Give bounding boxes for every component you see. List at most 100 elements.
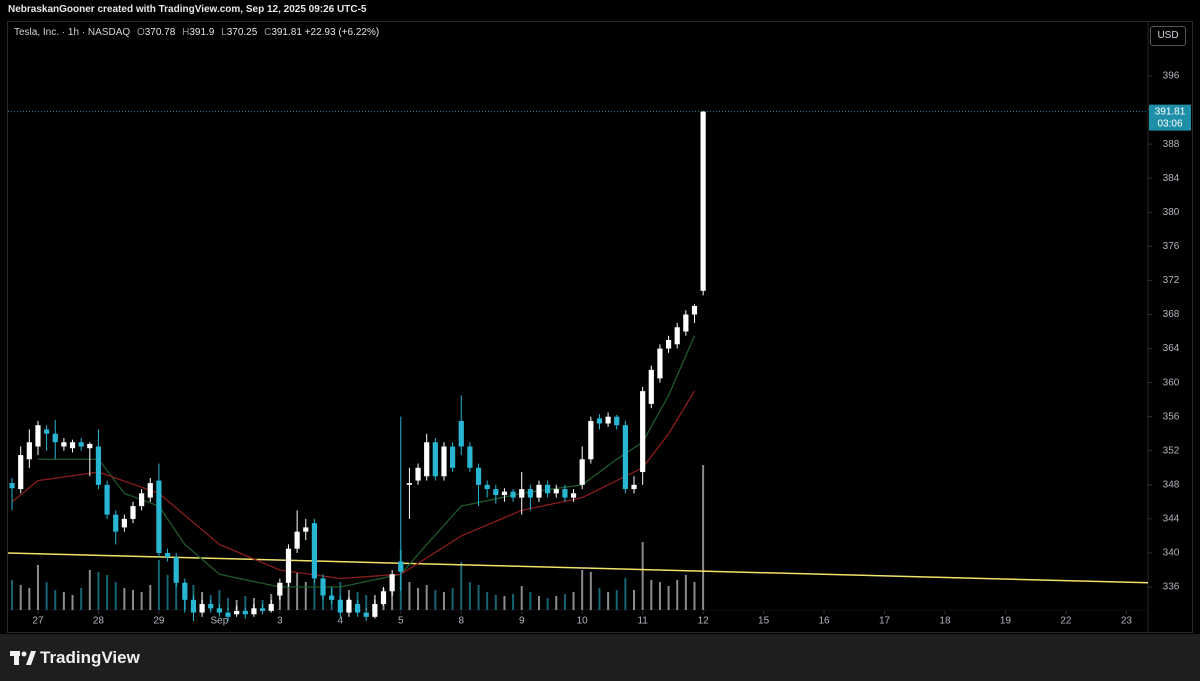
candle-body: [691, 305, 698, 315]
volume-bar: [365, 595, 368, 610]
candle-body: [182, 582, 188, 600]
volume-bar: [62, 592, 65, 610]
volume-bar: [131, 590, 134, 610]
volume-bar: [451, 588, 454, 610]
y-tick-label: 372: [1163, 275, 1180, 286]
volume-bar: [702, 465, 705, 610]
candle-body: [216, 608, 222, 613]
volume-bar: [149, 585, 152, 610]
candle-body: [18, 455, 24, 490]
y-tick-label: 376: [1163, 241, 1180, 252]
volume-bar: [88, 570, 91, 610]
candle-body: [35, 425, 41, 447]
volume-bar: [460, 562, 463, 610]
candle-body: [320, 578, 326, 596]
volume-bar: [80, 588, 83, 610]
volume-bar: [304, 582, 307, 610]
x-tick-label: 28: [93, 616, 105, 627]
volume-bar: [11, 580, 14, 610]
volume-bar: [589, 572, 592, 610]
candle-body: [657, 348, 663, 379]
currency-button[interactable]: USD: [1150, 26, 1186, 46]
candle-body: [294, 531, 300, 549]
volume-bar: [252, 598, 255, 610]
volume-bar: [520, 586, 523, 610]
y-tick-label: 356: [1163, 411, 1180, 422]
candle-body: [311, 523, 318, 579]
candle-body: [450, 446, 456, 468]
volume-bar: [123, 588, 126, 610]
x-tick-label: 19: [1000, 616, 1012, 627]
volume-bar: [175, 580, 178, 610]
candle-body: [259, 608, 266, 611]
candle-body: [458, 420, 464, 447]
candle-body: [147, 483, 153, 498]
volume-bar: [503, 596, 506, 610]
y-tick-label: 340: [1163, 548, 1180, 559]
x-tick-label: 16: [819, 616, 831, 627]
volume-bar: [512, 594, 515, 610]
legend: Tesla, Inc. · 1h · NASDAQ O370.78 H391.9…: [14, 27, 379, 38]
volume-bar: [287, 575, 290, 610]
volume-bar: [408, 582, 411, 610]
volume-bar: [140, 592, 143, 610]
y-tick-label: 348: [1163, 479, 1180, 490]
candle-body: [510, 491, 516, 498]
volume-bar: [313, 580, 316, 610]
x-tick-label: 18: [939, 616, 951, 627]
volume-bar: [36, 565, 39, 610]
candle-body: [199, 604, 205, 613]
candle-body: [130, 506, 136, 519]
candle-body: [406, 483, 413, 485]
candle-body: [553, 489, 559, 494]
candle-body: [380, 591, 387, 605]
volume-bar: [296, 572, 299, 610]
volume-bar: [676, 580, 679, 610]
volume-bar: [425, 585, 428, 610]
ohlc-label: C: [264, 27, 272, 38]
candle-body: [173, 557, 179, 583]
ohlc-label: H: [182, 27, 190, 38]
x-tick-label: 17: [879, 616, 891, 627]
volume-bar: [693, 582, 696, 610]
volume-bar: [650, 580, 653, 610]
candle-body: [277, 582, 283, 596]
x-tick-label: 23: [1121, 616, 1133, 627]
candle-body: [285, 548, 292, 583]
candle-body: [562, 489, 568, 498]
x-tick-label: 22: [1060, 616, 1072, 627]
volume-bar: [468, 582, 471, 610]
y-tick-label: 364: [1163, 343, 1180, 354]
volume-bar: [529, 592, 532, 610]
volume-bar: [667, 586, 670, 610]
candle-body: [121, 518, 127, 528]
candle-body: [398, 561, 404, 572]
candle-body: [78, 442, 84, 447]
candle-body: [648, 369, 654, 404]
x-tick-label: 5: [398, 616, 404, 627]
trend-line: [7, 552, 1149, 584]
volume-bar: [166, 575, 169, 610]
candle-body: [614, 416, 620, 426]
candle-body: [631, 484, 637, 490]
candle-body: [493, 489, 499, 496]
volume-bar: [244, 596, 247, 610]
credit: NebraskanGooner created with TradingView…: [8, 4, 367, 15]
candle-body: [467, 446, 473, 468]
candle-body: [424, 442, 430, 477]
volume-bar: [442, 592, 445, 610]
y-tick-label: 360: [1163, 377, 1180, 388]
candle-body: [432, 442, 438, 477]
candle-body: [337, 599, 343, 613]
x-tick-label: 10: [577, 616, 589, 627]
candle-body: [605, 416, 611, 424]
x-tick-label: 15: [758, 616, 770, 627]
price-label-box: [1149, 104, 1191, 131]
candle-body: [9, 483, 15, 489]
volume-bar: [54, 590, 57, 610]
candle-body: [545, 484, 551, 494]
x-tick-label: 29: [153, 616, 165, 627]
candle-body: [44, 429, 50, 434]
moving-average: [11, 390, 696, 580]
price-label: 391.81: [1155, 106, 1186, 117]
